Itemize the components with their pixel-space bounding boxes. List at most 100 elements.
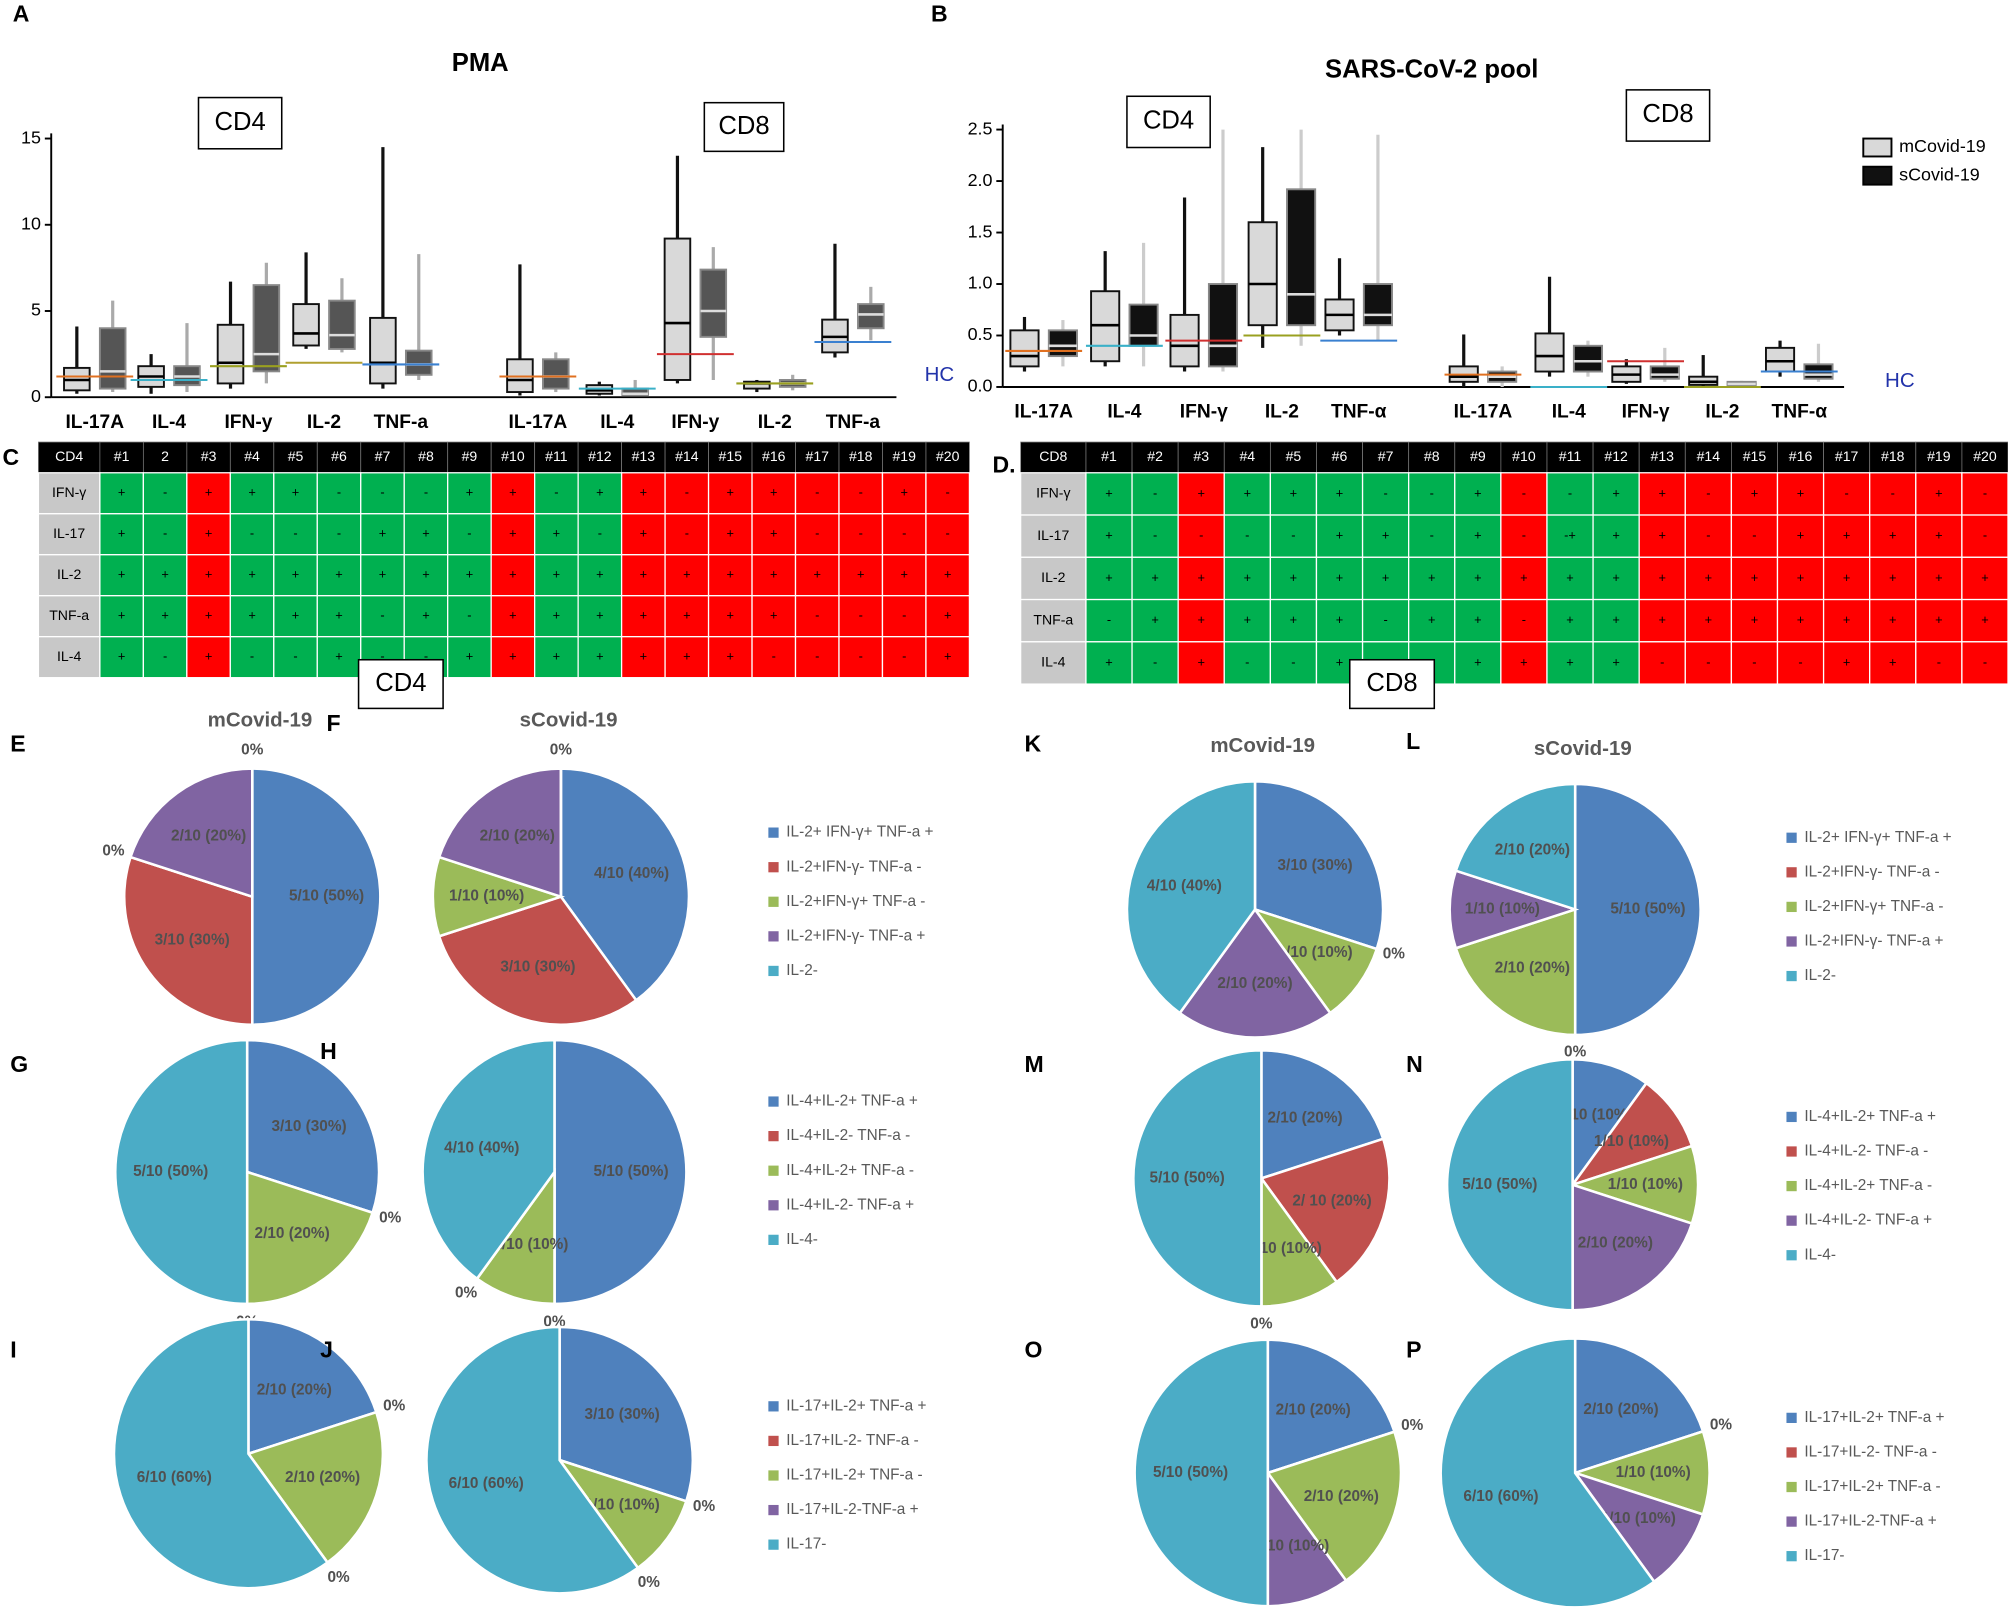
legend-swatch	[1786, 936, 1797, 947]
legend-label: IL-4-	[1804, 1246, 1836, 1263]
y-tick-label: 2.5	[968, 118, 993, 138]
header-cell	[403, 441, 449, 474]
cell-text: -	[815, 649, 819, 664]
cell-text: +	[1935, 570, 1942, 585]
slice-label: 2/10 (20%)	[1276, 1402, 1351, 1419]
cell	[1822, 472, 1871, 516]
header-text: #12	[1604, 448, 1628, 464]
legend-label: IL-4-	[786, 1231, 818, 1248]
row-label: IL-17	[53, 525, 85, 541]
cell	[1915, 641, 1963, 685]
slice-label: 2/10 (20%)	[1267, 1109, 1342, 1126]
cell	[142, 595, 188, 638]
pie-slice	[122, 855, 254, 1027]
cell-text: +	[205, 649, 212, 664]
cell	[1177, 641, 1225, 685]
legend-label: IL-4+IL-2- TNF-a +	[1804, 1212, 1932, 1229]
cell-text: +	[1428, 570, 1435, 585]
header-text: #8	[1424, 448, 1440, 464]
cell	[664, 513, 710, 556]
cell-text: +	[1474, 528, 1481, 543]
cell-text: +	[118, 608, 125, 623]
box	[1207, 283, 1239, 368]
cell	[1915, 514, 1963, 558]
legend-swatch	[768, 896, 779, 907]
header-text: #19	[1927, 448, 1951, 464]
slice-label: 1/10 (10%)	[449, 888, 524, 905]
header-text: #14	[1697, 448, 1721, 464]
cell	[794, 472, 840, 515]
cell	[794, 636, 840, 679]
cell-text: -	[946, 485, 950, 500]
x-tick-label: IL-2	[1705, 402, 1739, 423]
legend-swatch	[768, 1131, 779, 1142]
slice-label: 0%	[327, 1569, 350, 1586]
cell	[99, 636, 145, 679]
x-tick-label: IL-17A	[509, 412, 568, 433]
slice-label: 2/10 (20%)	[255, 1225, 330, 1242]
cell-text: +	[1751, 612, 1758, 627]
cell-text: +	[1981, 570, 1988, 585]
cell-text: -	[1891, 485, 1895, 500]
cell-text: +	[205, 526, 212, 541]
cell-text: +	[770, 485, 777, 500]
pie-slice	[1445, 1058, 1574, 1312]
cell-text: +	[1889, 570, 1896, 585]
box	[328, 299, 356, 350]
header-text: #1	[114, 448, 130, 464]
cell-text: +	[1612, 570, 1619, 585]
box	[542, 358, 570, 390]
header-text: #18	[1881, 448, 1905, 464]
legend-label: IL-2-	[1804, 967, 1836, 984]
cell-text: +	[422, 608, 429, 623]
cell	[1131, 514, 1179, 558]
header-text: #13	[1650, 448, 1674, 464]
x-tick-label: IL-17A	[1014, 402, 1073, 423]
cell-text: +	[1843, 612, 1850, 627]
header-cell	[1638, 441, 1686, 474]
cell-text: -	[815, 608, 819, 623]
legend-swatch	[1786, 867, 1797, 878]
cell-text: -	[380, 485, 384, 500]
cell	[1961, 556, 2008, 601]
legend-swatch	[768, 1504, 779, 1516]
header-cell	[38, 441, 101, 474]
slice-label: 6/10 (60%)	[1463, 1488, 1538, 1505]
box	[216, 323, 245, 385]
header-text: #1	[1101, 448, 1117, 464]
row-label-cell	[1020, 641, 1087, 685]
cell	[1638, 598, 1686, 643]
cell	[1638, 472, 1686, 516]
cell	[1408, 598, 1456, 643]
cell	[403, 554, 449, 597]
panel-letter: M	[1024, 1051, 1043, 1077]
cell-text: +	[335, 608, 342, 623]
cell-text: +	[335, 567, 342, 582]
slice-label: 2/ 10 (20%)	[1292, 1192, 1371, 1209]
legend-label: IL-17+IL-2+ TNF-a -	[1804, 1478, 1940, 1495]
y-tick-label: 1.5	[968, 221, 993, 241]
cell	[1223, 598, 1272, 643]
legend-label: IL-4+IL-2- TNF-a -	[1804, 1143, 1928, 1160]
slice-label: 1/10 (10%)	[1601, 1510, 1676, 1527]
cell-text: -	[250, 526, 254, 541]
cell-text: +	[596, 485, 603, 500]
row-label: TNF-a	[49, 607, 89, 623]
header-text: #8	[418, 448, 434, 464]
cell-text: +	[1336, 528, 1343, 543]
cell-text: -	[1706, 654, 1710, 669]
pie-slice	[1448, 869, 1580, 950]
cell	[1223, 556, 1272, 601]
legend-swatch	[768, 862, 779, 873]
header-text: #17	[806, 448, 830, 464]
cell	[1592, 556, 1640, 601]
cell-text: -	[859, 608, 863, 623]
cell-text: +	[770, 567, 777, 582]
pie-slice	[1266, 1468, 1348, 1608]
header-text: #15	[1743, 448, 1767, 464]
section-label: CD4	[375, 669, 426, 697]
pie-slice	[437, 767, 563, 899]
slice-label: 4/10 (40%)	[444, 1139, 519, 1156]
header-text: #5	[1286, 448, 1302, 464]
